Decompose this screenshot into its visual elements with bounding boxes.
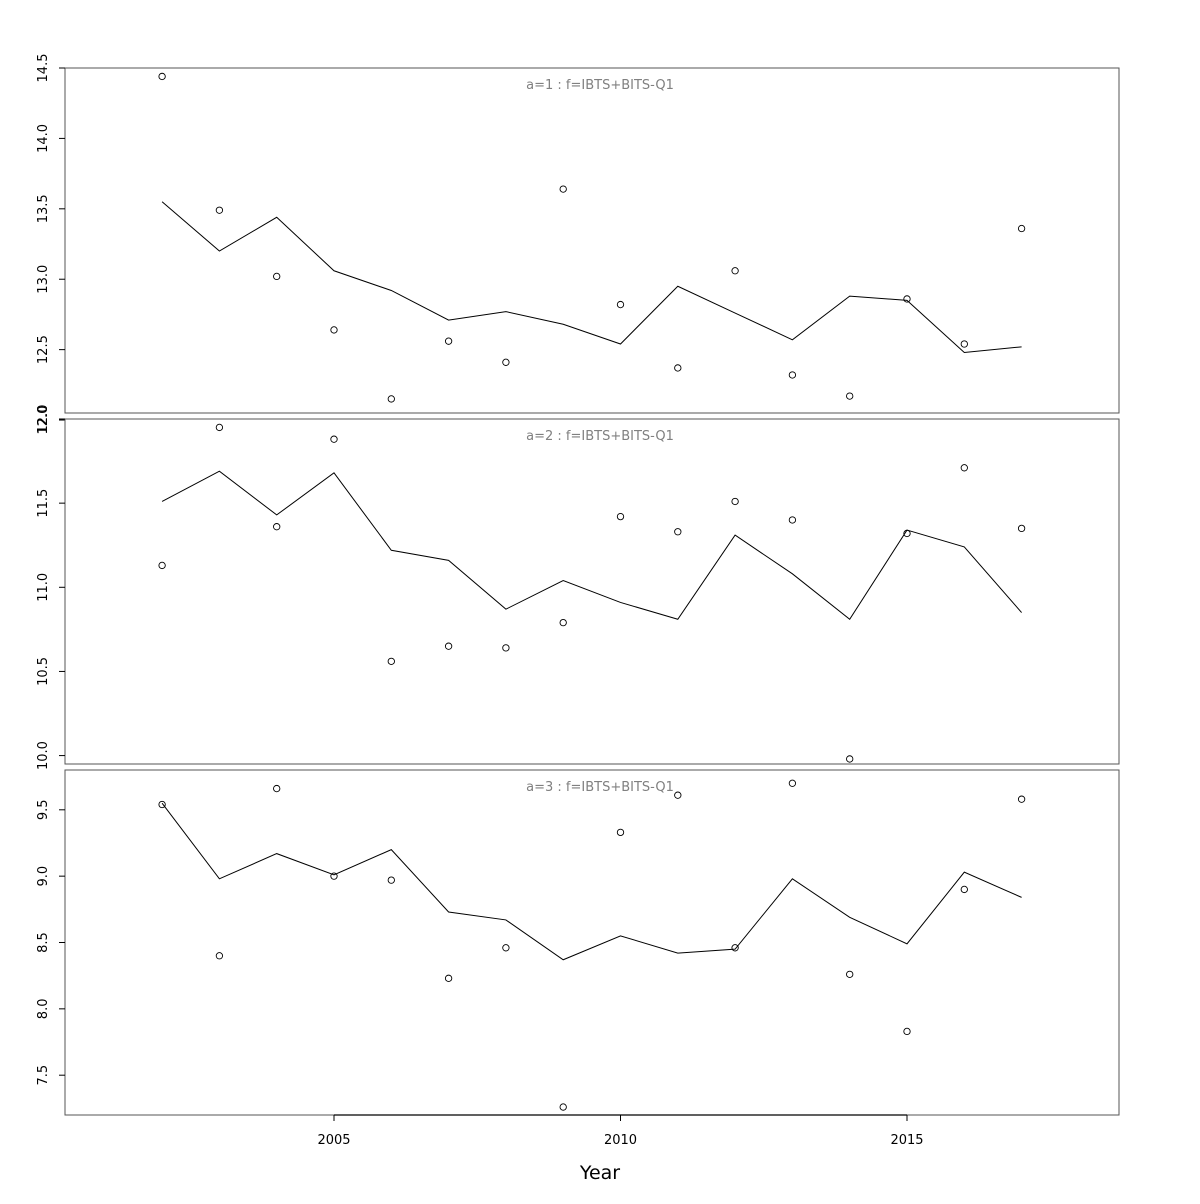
panel-1-ytick-label-3: 13.5 — [36, 194, 51, 223]
panel-2-ytick-label-4: 12.0 — [36, 405, 51, 434]
panel-2-point-2017 — [1017, 524, 1026, 533]
panel-3-ytick-label-3: 9.0 — [36, 866, 51, 887]
panel-2-point-2014 — [846, 755, 854, 763]
panel-2-point-2011 — [674, 528, 682, 536]
panel-1-frame — [64, 67, 1120, 414]
panel-2-ytick-label-3: 11.5 — [36, 489, 51, 518]
panel-1-ytick-label-0: 12.0 — [36, 406, 51, 435]
panel-3-point-2005 — [330, 872, 338, 880]
panel-3-ytick-label-1: 8.0 — [36, 999, 51, 1020]
panel-1-point-2003 — [215, 206, 224, 214]
panel-3-point-2002 — [158, 800, 166, 809]
x-tick-label-0: 2005 — [317, 1133, 350, 1148]
panel-1-point-2010 — [616, 300, 625, 309]
x-tick-label-1: 2010 — [604, 1133, 637, 1148]
panel-3-ytick-label-0: 7.5 — [36, 1065, 51, 1086]
panel-1-point-2005 — [330, 326, 338, 334]
panel-3-point-2009 — [559, 1103, 567, 1111]
panel-1-title: a=1 : f=IBTS+BITS-Q1 — [526, 78, 674, 93]
panel-1-point-2004 — [273, 272, 281, 281]
panel-1-fitted-line — [161, 201, 1022, 353]
panel-3-point-2014 — [846, 970, 854, 978]
panel-2-point-2012 — [731, 497, 739, 506]
panel-1-point-2014 — [846, 392, 854, 400]
panel-3-frame — [64, 769, 1120, 1116]
panel-3-point-2012 — [731, 944, 739, 952]
panel-2-frame — [64, 418, 1120, 765]
panel-2-point-2008 — [502, 644, 510, 652]
panel-2-point-2003 — [215, 423, 224, 432]
panel-1-point-2012 — [731, 267, 739, 275]
panel-2-title: a=2 : f=IBTS+BITS-Q1 — [526, 429, 674, 444]
panel-3-ytick-label-2: 8.5 — [36, 932, 51, 953]
x-tick-label-2: 2015 — [890, 1133, 923, 1148]
panel-2-ytick-label-0: 10.0 — [36, 741, 51, 770]
panel-3-point-2016 — [960, 885, 968, 894]
panel-2-point-2009 — [559, 618, 567, 627]
panel-1-point-2017 — [1017, 224, 1026, 233]
panel-2-point-2013 — [788, 516, 797, 524]
panel-2-point-2005 — [330, 435, 338, 443]
panel-3-point-2010 — [616, 828, 625, 837]
panel-2-fitted-line — [161, 470, 1022, 621]
panel-1-point-2009 — [559, 185, 567, 193]
panel-1-ytick-label-1: 12.5 — [36, 335, 51, 364]
panel-2-point-2016 — [960, 464, 968, 472]
panel-3-point-2008 — [502, 944, 510, 952]
panel-3-point-2006 — [387, 876, 395, 884]
panel-1-point-2013 — [788, 371, 797, 379]
panel-2-ytick-label-1: 10.5 — [36, 657, 51, 686]
panel-2-point-2002 — [158, 561, 166, 570]
panel-1-point-2016 — [960, 340, 968, 348]
panel-3-point-2017 — [1017, 795, 1026, 803]
panel-3-point-2007 — [444, 974, 453, 982]
panel-1-point-2006 — [387, 395, 395, 403]
panel-1-point-2002 — [158, 72, 166, 81]
panel-2-point-2004 — [273, 523, 281, 531]
panel-3-point-2015 — [903, 1027, 911, 1036]
panel-3-point-2011 — [674, 791, 682, 799]
panel-1-point-2011 — [674, 364, 682, 372]
panel-3-ytick-label-4: 9.5 — [36, 799, 51, 820]
panel-2-point-2007 — [444, 642, 453, 650]
panel-2-point-2010 — [616, 512, 625, 521]
panel-2-point-2006 — [387, 657, 395, 665]
panel-1-point-2008 — [502, 358, 510, 366]
panel-3-point-2004 — [273, 784, 281, 793]
panel-3-point-2003 — [215, 952, 224, 960]
panel-3-title: a=3 : f=IBTS+BITS-Q1 — [526, 780, 674, 795]
panel-1-ytick-label-2: 13.0 — [36, 265, 51, 294]
panel-2-ytick-label-2: 11.0 — [36, 573, 51, 602]
panel-3-point-2013 — [788, 779, 797, 787]
panel-2-point-2015 — [903, 529, 911, 538]
x-axis-title: Year — [579, 1162, 620, 1184]
panel-1-point-2015 — [903, 295, 911, 303]
panel-3-fitted-line — [161, 802, 1022, 961]
panel-1-point-2007 — [444, 337, 453, 345]
panel-1-ytick-label-4: 14.0 — [36, 124, 51, 153]
panel-1-ytick-label-5: 14.5 — [36, 54, 51, 83]
